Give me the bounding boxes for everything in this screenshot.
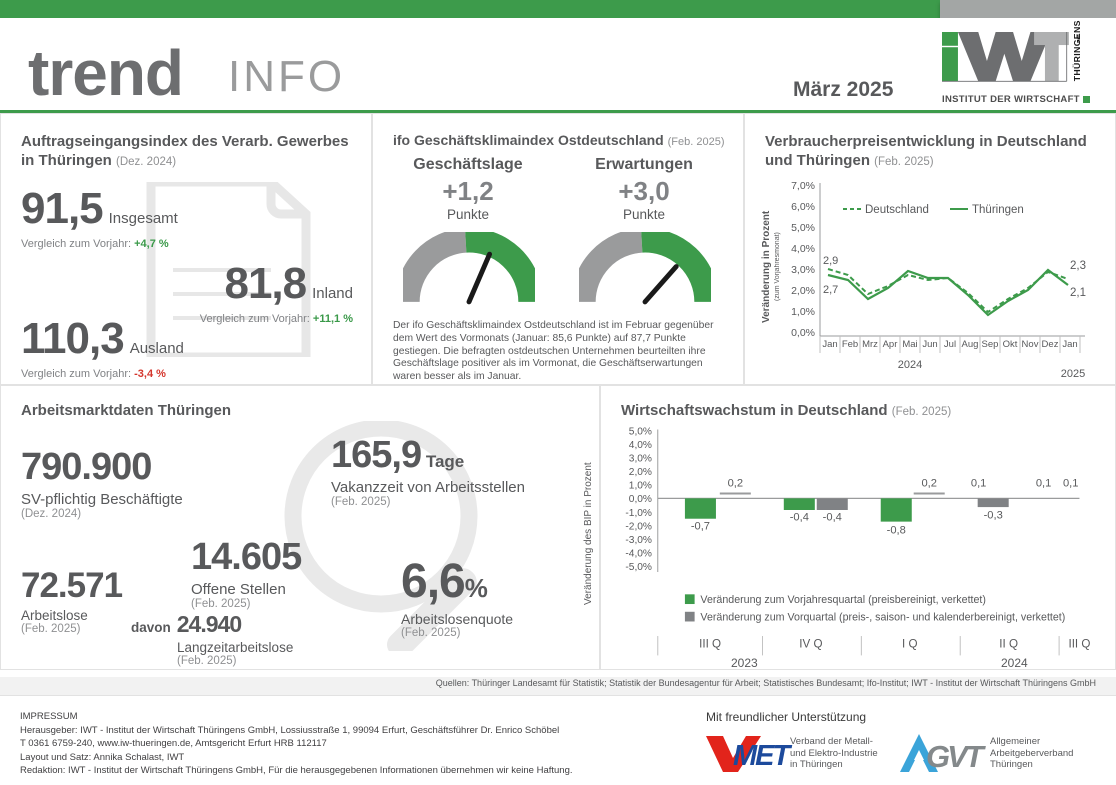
svg-text:Thüringen: Thüringen — [972, 204, 1024, 216]
svg-text:3,0%: 3,0% — [629, 454, 652, 465]
svg-text:Jan: Jan — [822, 339, 837, 350]
svg-text:Deutschland: Deutschland — [865, 204, 929, 216]
svg-text:2,0%: 2,0% — [791, 285, 815, 297]
svg-text:-0,3: -0,3 — [984, 510, 1003, 522]
svg-text:2,3: 2,3 — [1070, 260, 1086, 272]
svg-text:4,0%: 4,0% — [629, 440, 652, 451]
svg-text:0,1: 0,1 — [1036, 478, 1051, 490]
svg-text:Feb: Feb — [842, 339, 858, 350]
svg-text:0,1: 0,1 — [1063, 478, 1078, 490]
svg-text:IV Q: IV Q — [799, 638, 822, 651]
svg-text:2,0%: 2,0% — [629, 467, 652, 478]
svg-text:GVT: GVT — [926, 739, 987, 774]
svg-text:5,0%: 5,0% — [629, 426, 652, 437]
svg-text:Apr: Apr — [883, 339, 898, 350]
svg-text:I Q: I Q — [902, 638, 918, 651]
svg-text:INER: INER — [1077, 34, 1081, 43]
svg-text:0,2: 0,2 — [921, 478, 936, 490]
svg-text:III Q: III Q — [699, 638, 721, 651]
svg-text:Sep: Sep — [982, 339, 999, 350]
svg-text:THÜRINGENS: THÜRINGENS — [1072, 20, 1082, 81]
svg-text:0,1: 0,1 — [971, 478, 986, 490]
svg-text:Mai: Mai — [902, 339, 917, 350]
svg-text:3,0%: 3,0% — [791, 264, 815, 276]
svg-text:-1,0%: -1,0% — [625, 508, 652, 519]
svg-text:0,2: 0,2 — [728, 478, 743, 490]
svg-text:2024: 2024 — [898, 359, 922, 371]
svg-text:-5,0%: -5,0% — [625, 562, 652, 573]
svg-text:6,0%: 6,0% — [791, 201, 815, 213]
svg-text:4,0%: 4,0% — [791, 243, 815, 255]
svg-text:1,0%: 1,0% — [629, 481, 652, 492]
svg-text:5,0%: 5,0% — [791, 222, 815, 234]
svg-text:2,9: 2,9 — [823, 255, 838, 267]
svg-text:Jun: Jun — [922, 339, 937, 350]
svg-text:III Q: III Q — [1068, 638, 1090, 651]
svg-text:1,0%: 1,0% — [791, 306, 815, 318]
svg-text:-0,4: -0,4 — [823, 512, 842, 524]
svg-text:Okt: Okt — [1003, 339, 1018, 350]
svg-text:Jan: Jan — [1062, 339, 1077, 350]
svg-text:Veränderung zum Vorjahresquart: Veränderung zum Vorjahresquartal (preisb… — [700, 594, 986, 606]
svg-text:2,1: 2,1 — [1070, 287, 1086, 299]
svg-text:7,0%: 7,0% — [791, 180, 815, 192]
svg-text:Veränderung zum Vorquartal (pr: Veränderung zum Vorquartal (preis-, sais… — [700, 612, 1065, 624]
svg-text:-3,0%: -3,0% — [625, 535, 652, 546]
svg-text:-0,8: -0,8 — [887, 524, 906, 536]
svg-text:2025: 2025 — [1061, 368, 1085, 380]
svg-text:0,0%: 0,0% — [791, 327, 815, 339]
svg-text:0,0%: 0,0% — [629, 494, 652, 505]
svg-text:Dez: Dez — [1042, 339, 1059, 350]
svg-text:Mrz: Mrz — [862, 339, 878, 350]
svg-text:Nov: Nov — [1022, 339, 1039, 350]
svg-text:MET: MET — [733, 740, 793, 772]
svg-text:-2,0%: -2,0% — [625, 521, 652, 532]
svg-text:Jul: Jul — [944, 339, 956, 350]
svg-text:Aug: Aug — [962, 339, 979, 350]
svg-text:-0,7: -0,7 — [691, 520, 710, 532]
svg-text:2,7: 2,7 — [823, 284, 838, 296]
svg-text:II Q: II Q — [999, 638, 1018, 651]
svg-text:-4,0%: -4,0% — [625, 549, 652, 560]
svg-text:-0,4: -0,4 — [790, 512, 809, 524]
